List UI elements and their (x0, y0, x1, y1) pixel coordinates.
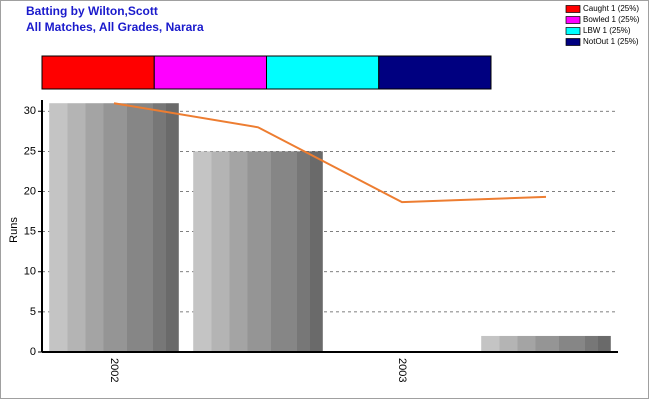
y-tick-label: 10 (24, 266, 36, 278)
bar (193, 151, 323, 352)
y-tick-label: 15 (24, 226, 36, 238)
legend-swatch (565, 16, 581, 24)
line-series (113, 102, 547, 204)
legend-swatch (565, 27, 581, 35)
legend-swatch (565, 5, 581, 13)
legend-swatch (565, 38, 581, 46)
bar (49, 103, 179, 352)
y-tick-label: 5 (30, 306, 36, 318)
x-tick-label: 2002 (108, 358, 120, 382)
chart-subtitle: All Matches, All Grades, Narara (26, 20, 204, 34)
share-segment (266, 55, 380, 90)
share-segment (41, 55, 155, 90)
share-segment (378, 55, 492, 90)
legend-label: Bowled 1 (25%) (583, 15, 640, 24)
y-tick-label: 0 (30, 346, 36, 358)
y-axis-label: Runs (8, 217, 20, 243)
y-tick-label: 30 (24, 105, 36, 117)
y-tick-label: 25 (24, 145, 36, 157)
x-tick-label: 2003 (396, 358, 408, 382)
legend-label: Caught 1 (25%) (583, 4, 639, 13)
bar (481, 335, 611, 352)
y-tick-label: 20 (24, 185, 36, 197)
legend-label: NotOut 1 (25%) (583, 37, 639, 46)
legend-label: LBW 1 (25%) (583, 26, 631, 35)
share-segment (153, 55, 267, 90)
chart-title: Batting by Wilton,Scott (26, 4, 158, 18)
